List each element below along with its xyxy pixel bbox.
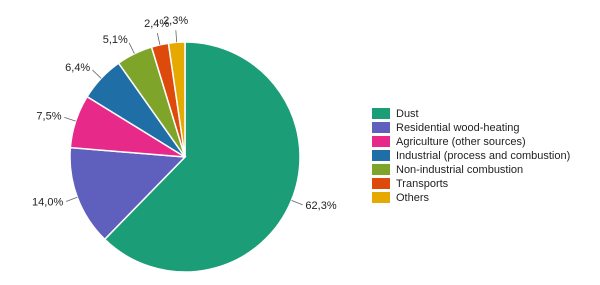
slice-label: 2,4% [144, 18, 169, 30]
slice-label: 14,0% [32, 196, 63, 208]
legend-swatch [372, 108, 390, 119]
leader-line [64, 116, 76, 122]
legend-label: Agriculture (other sources) [396, 136, 526, 148]
legend-label: Dust [396, 108, 419, 120]
legend-swatch [372, 122, 390, 133]
leader-line [291, 199, 303, 206]
slice-label: 2,3% [163, 15, 188, 27]
legend-swatch [372, 150, 390, 161]
slice-label: 6,4% [65, 62, 90, 74]
leader-line [65, 196, 78, 202]
slice-label: 62,3% [305, 200, 336, 212]
leader-line [156, 32, 161, 45]
legend-swatch [372, 192, 390, 203]
legend-label: Transports [396, 178, 449, 190]
leader-line [175, 30, 178, 43]
legend-label: Residential wood-heating [396, 122, 520, 134]
pie-slice [103, 41, 301, 273]
legend-label: Others [396, 192, 430, 204]
slice-label: 7,5% [36, 110, 61, 122]
legend-swatch [372, 178, 390, 189]
legend-swatch [372, 136, 390, 147]
legend-label: Industrial (process and combustion) [396, 150, 570, 162]
legend-swatch [372, 164, 390, 175]
slice-label: 5,1% [103, 34, 128, 46]
legend-label: Non-industrial combustion [396, 164, 523, 176]
leader-line [128, 42, 135, 54]
leader-line [92, 69, 102, 79]
